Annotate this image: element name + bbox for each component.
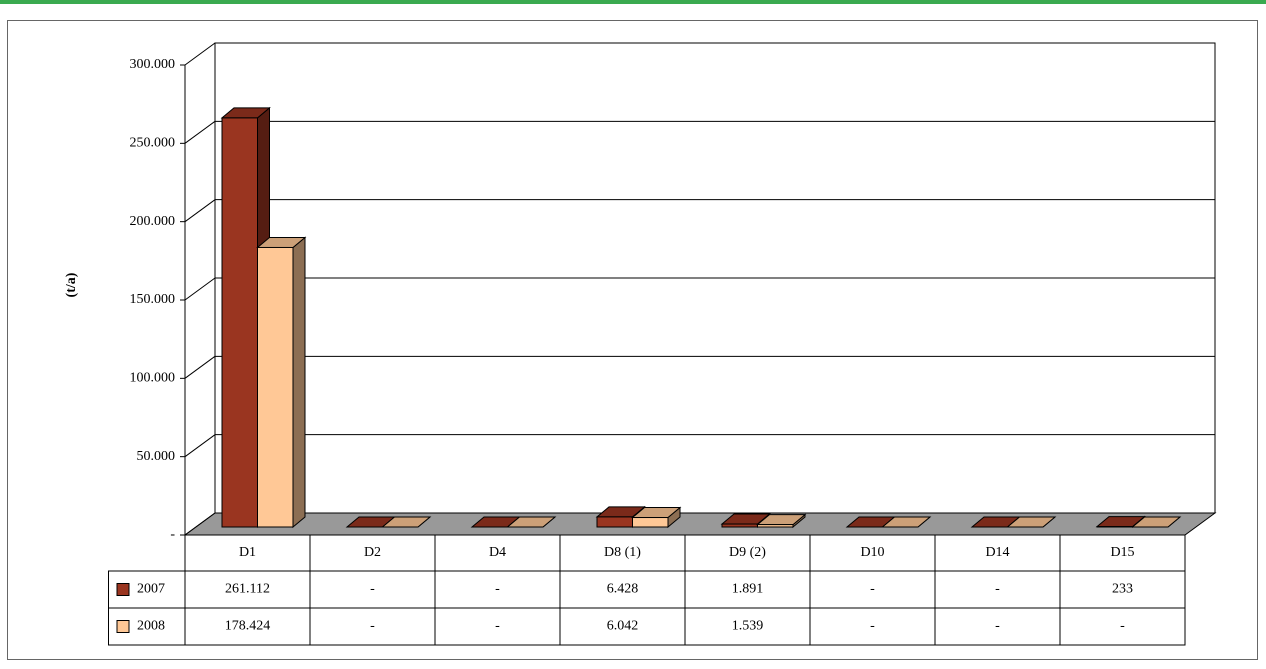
bar-front (258, 247, 294, 527)
table-value: - (995, 582, 1000, 597)
legend-key (117, 621, 129, 633)
y-tick-label: 200.000 (130, 214, 176, 229)
floor (185, 513, 1215, 535)
bar-front (597, 517, 633, 527)
bar (258, 237, 306, 527)
x-tick-label: D9 (2) (729, 545, 766, 560)
grid-line-side (185, 435, 215, 457)
table-value: - (495, 582, 500, 597)
bar-front (758, 525, 794, 527)
x-tick-label: D15 (1110, 545, 1134, 560)
grid-line-side (185, 278, 215, 300)
table-value: - (1120, 619, 1125, 634)
grid-line-side (185, 200, 215, 222)
bar-side (293, 237, 305, 527)
table-value: - (870, 582, 875, 597)
bar-front (633, 518, 669, 527)
legend-label: 2008 (137, 619, 165, 634)
table-value: 233 (1112, 582, 1133, 597)
y-tick-label: 100.000 (130, 371, 176, 386)
table-value: 1.891 (732, 582, 764, 597)
table-value: 6.428 (607, 582, 639, 597)
y-tick-label: 150.000 (130, 292, 176, 307)
bar-front (222, 118, 258, 527)
y-axis-label: (t/a) (64, 272, 79, 297)
table-value: 178.424 (225, 619, 271, 634)
legend-label: 2007 (137, 582, 165, 597)
table-value: 6.042 (607, 619, 639, 634)
frame (8, 21, 1258, 660)
x-tick-label: D8 (1) (604, 545, 641, 560)
x-tick-label: D2 (364, 545, 381, 560)
x-tick-label: D10 (860, 545, 884, 560)
table-value: - (370, 619, 375, 634)
table-value: - (995, 619, 1000, 634)
y-tick-label: 300.000 (130, 57, 176, 72)
x-tick-label: D14 (985, 545, 1009, 560)
y-tick-label: 50.000 (137, 449, 176, 464)
bar-front (722, 524, 758, 527)
grid-line-side (185, 43, 215, 65)
y-tick-label: 250.000 (130, 136, 176, 151)
x-tick-label: D1 (239, 545, 256, 560)
table-value: - (870, 619, 875, 634)
x-tick-label: D4 (489, 545, 506, 560)
legend-key (117, 584, 129, 596)
y-tick-label: - (170, 527, 175, 542)
table-value: - (495, 619, 500, 634)
table-value: 1.539 (732, 619, 764, 634)
grid-line-side (185, 356, 215, 378)
grid-line-side (185, 121, 215, 143)
top-bar (0, 0, 1266, 4)
table-value: - (370, 582, 375, 597)
table-value: 261.112 (225, 582, 270, 597)
